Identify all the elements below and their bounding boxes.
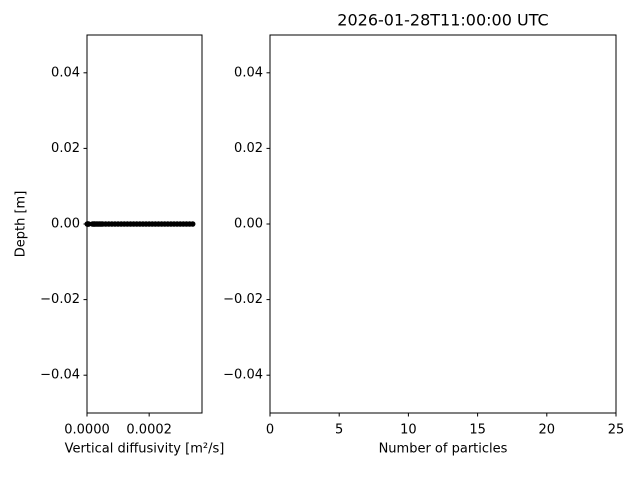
y-tick-label: 0.00: [234, 217, 263, 232]
y-axis-label: Depth [m]: [14, 191, 29, 258]
axes-title: 2026-01-28T11:00:00 UTC: [337, 11, 548, 30]
y-tick-label: −0.02: [40, 292, 80, 307]
y-tick-label: 0.02: [234, 141, 263, 156]
y-tick-label: 0.04: [51, 65, 80, 80]
x-axis-label: Number of particles: [379, 442, 508, 457]
axes-frame: [269, 34, 617, 414]
y-tick-label: 0.00: [51, 217, 80, 232]
x-tick-label: 15: [469, 423, 486, 438]
y-tick-label: 0.02: [51, 141, 80, 156]
point: [189, 221, 196, 227]
x-tick-label: 0.0002: [126, 423, 172, 438]
x-tick-label: 20: [539, 423, 556, 438]
x-tick-label: 0.0000: [64, 423, 110, 438]
y-tick-label: −0.04: [223, 368, 263, 383]
y-tick-label: −0.02: [223, 292, 263, 307]
y-tick-label: −0.04: [40, 368, 80, 383]
y-tick-label: 0.04: [234, 65, 263, 80]
x-tick-label: 10: [400, 423, 417, 438]
x-axis-label: Vertical diffusivity [m²/s]: [65, 442, 225, 457]
point: [85, 221, 92, 227]
x-tick-label: 0: [266, 423, 274, 438]
x-tick-label: 5: [335, 423, 343, 438]
x-tick-label: 25: [608, 423, 625, 438]
